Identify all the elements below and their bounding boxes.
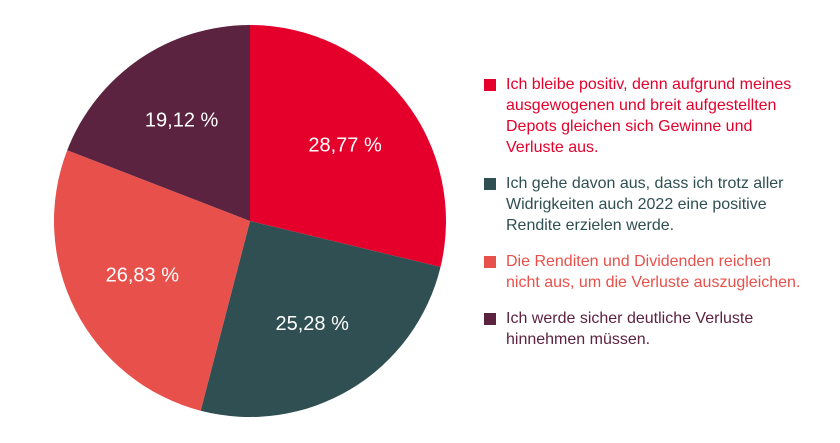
legend-label-3: Die Renditen und Dividenden reichen nich…	[506, 253, 801, 291]
legend-label-1: Ich bleibe positiv, denn aufgrund meines…	[506, 76, 792, 156]
pie-slice-3	[53, 150, 251, 411]
slice-value-label-4: 19,12 %	[145, 109, 219, 131]
pie-slice-1	[250, 25, 446, 267]
legend-item-3: Die Renditen und Dividenden reichen nich…	[484, 251, 824, 293]
legend-swatch-2	[484, 178, 496, 190]
legend-swatch-1	[484, 79, 496, 91]
legend-swatch-3	[484, 256, 496, 268]
legend-item-2: Ich gehe davon aus, dass ich trotz aller…	[484, 173, 824, 236]
legend-label-4: Ich werde sicher deutliche Verluste hinn…	[506, 310, 754, 348]
slice-value-label-2: 25,28 %	[275, 313, 349, 335]
legend-label-2: Ich gehe davon aus, dass ich trotz aller…	[506, 175, 784, 234]
legend-item-4: Ich werde sicher deutliche Verluste hinn…	[484, 308, 824, 350]
chart-legend: Ich bleibe positiv, denn aufgrund meines…	[484, 74, 824, 365]
legend-swatch-4	[484, 313, 496, 325]
slice-value-label-3: 26,83 %	[106, 264, 180, 286]
slice-value-label-1: 28,77 %	[308, 134, 382, 156]
legend-item-1: Ich bleibe positiv, denn aufgrund meines…	[484, 74, 824, 158]
pie-slice-2	[200, 221, 441, 417]
pie-slice-4	[67, 25, 250, 221]
pie-value-labels: 28,77 % 25,28 % 26,83 % 19,12 %	[106, 109, 382, 335]
pie-slices	[53, 25, 446, 417]
